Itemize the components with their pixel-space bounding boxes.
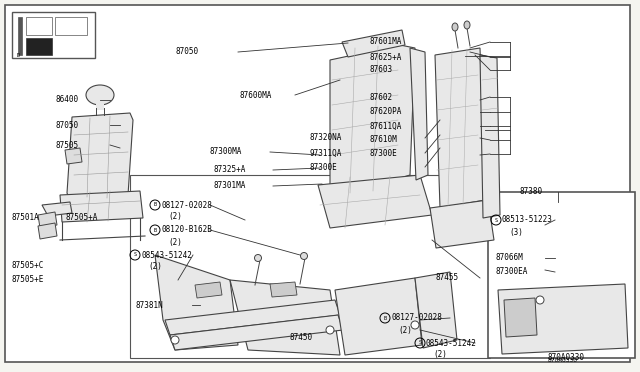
Text: 87450: 87450	[290, 334, 313, 343]
Text: D: D	[17, 53, 20, 58]
Text: 08127-02028: 08127-02028	[161, 201, 212, 209]
Text: 87300E: 87300E	[370, 150, 397, 158]
Text: 08120-B162B: 08120-B162B	[161, 225, 212, 234]
Text: 87301MA: 87301MA	[213, 182, 245, 190]
Text: 08127-02028: 08127-02028	[391, 314, 442, 323]
Polygon shape	[170, 315, 343, 350]
Polygon shape	[410, 48, 428, 180]
Text: 08543-51242: 08543-51242	[426, 339, 477, 347]
Bar	[130, 175, 490, 358]
Text: 87603: 87603	[370, 65, 393, 74]
Polygon shape	[318, 175, 432, 228]
Text: 08543-51242: 08543-51242	[141, 250, 192, 260]
Polygon shape	[504, 298, 537, 337]
Text: 87050: 87050	[55, 121, 78, 129]
Text: 87300EA: 87300EA	[496, 267, 529, 276]
Text: 87381N: 87381N	[135, 301, 163, 310]
Polygon shape	[415, 272, 457, 348]
Text: 08513-51223: 08513-51223	[502, 215, 553, 224]
Bar	[55, 17, 87, 35]
Text: (2): (2)	[433, 350, 447, 359]
Polygon shape	[165, 300, 340, 335]
Text: (2): (2)	[168, 212, 182, 221]
Bar	[96, 100, 104, 110]
Text: 87505: 87505	[55, 141, 78, 150]
Polygon shape	[430, 200, 494, 248]
Polygon shape	[498, 284, 628, 354]
Text: 86400: 86400	[55, 96, 78, 105]
Bar	[18, 17, 22, 55]
Polygon shape	[195, 282, 222, 298]
Bar	[488, 192, 635, 358]
Text: (2): (2)	[148, 263, 162, 272]
Text: 87320NA: 87320NA	[310, 134, 342, 142]
Polygon shape	[480, 55, 500, 218]
Text: 87455: 87455	[435, 273, 458, 282]
Polygon shape	[435, 48, 485, 208]
Bar	[12, 12, 95, 58]
Text: 87300E: 87300E	[310, 163, 338, 171]
Text: (3): (3)	[509, 228, 523, 237]
Text: 87501A: 87501A	[12, 214, 40, 222]
Polygon shape	[42, 202, 72, 216]
Ellipse shape	[171, 336, 179, 344]
Text: 87505+A: 87505+A	[65, 214, 97, 222]
Ellipse shape	[326, 326, 334, 334]
Text: 87625+A: 87625+A	[370, 52, 403, 61]
Text: 87380: 87380	[520, 187, 543, 196]
Text: (2): (2)	[168, 237, 182, 247]
Text: 87300MA: 87300MA	[210, 148, 243, 157]
Polygon shape	[155, 255, 238, 350]
Polygon shape	[65, 148, 82, 164]
Text: S: S	[495, 218, 497, 222]
Text: 87602: 87602	[370, 93, 393, 102]
Bar	[26, 17, 52, 35]
Text: 870A0330: 870A0330	[548, 359, 578, 363]
Ellipse shape	[536, 296, 544, 304]
Polygon shape	[342, 30, 405, 57]
Polygon shape	[335, 278, 422, 355]
Text: 870A0330: 870A0330	[548, 353, 585, 362]
Ellipse shape	[86, 85, 114, 105]
Text: 87611QA: 87611QA	[370, 122, 403, 131]
Text: 87050: 87050	[175, 48, 198, 57]
Polygon shape	[270, 282, 297, 297]
Text: B: B	[154, 228, 157, 232]
Bar	[26, 38, 52, 55]
Ellipse shape	[464, 21, 470, 29]
Text: 87505+E: 87505+E	[12, 276, 44, 285]
Polygon shape	[330, 45, 415, 195]
Text: 97311QA: 97311QA	[310, 148, 342, 157]
Text: 87066M: 87066M	[496, 253, 524, 263]
Text: 87610M: 87610M	[370, 135, 397, 144]
Text: 87505+C: 87505+C	[12, 260, 44, 269]
Polygon shape	[38, 212, 57, 228]
Ellipse shape	[452, 23, 458, 31]
Text: B: B	[154, 202, 157, 208]
Polygon shape	[230, 280, 340, 355]
Text: 87601MA: 87601MA	[370, 38, 403, 46]
Text: 87325+A: 87325+A	[213, 166, 245, 174]
Polygon shape	[67, 113, 133, 200]
Ellipse shape	[301, 253, 307, 260]
Ellipse shape	[255, 254, 262, 262]
Text: (2): (2)	[398, 326, 412, 334]
Polygon shape	[60, 191, 143, 222]
Ellipse shape	[411, 321, 419, 329]
Text: 87600MA: 87600MA	[240, 90, 273, 99]
Polygon shape	[38, 223, 57, 239]
Text: 87620PA: 87620PA	[370, 108, 403, 116]
Text: S: S	[419, 340, 422, 346]
Text: B: B	[383, 315, 387, 321]
Text: S: S	[133, 253, 136, 257]
